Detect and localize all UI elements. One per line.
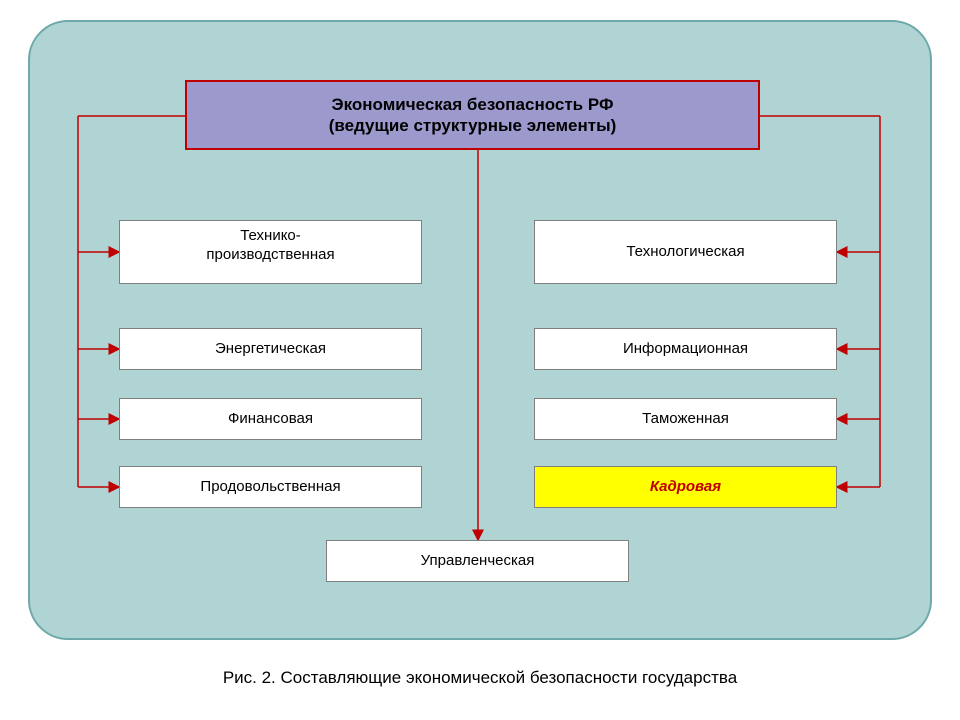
- root-node: Экономическая безопасность РФ (ведущие с…: [185, 80, 760, 150]
- right-node-2: Таможенная: [534, 398, 837, 440]
- right-node-3-label: Кадровая: [650, 478, 721, 497]
- right-node-3: Кадровая: [534, 466, 837, 508]
- left-node-0-label: Технико-: [240, 227, 301, 246]
- left-node-0: Технико-производственная: [119, 220, 422, 284]
- left-node-1-label: Энергетическая: [215, 340, 326, 359]
- figure-caption: Рис. 2. Составляющие экономической безоп…: [0, 668, 960, 688]
- left-node-1: Энергетическая: [119, 328, 422, 370]
- right-node-0: Технологическая: [534, 220, 837, 284]
- left-node-2: Финансовая: [119, 398, 422, 440]
- left-node-3: Продовольственная: [119, 466, 422, 508]
- right-node-0-label: Технологическая: [626, 243, 744, 262]
- root-title-line1: Экономическая безопасность РФ: [332, 94, 614, 115]
- left-node-3-label: Продовольственная: [200, 478, 340, 497]
- root-title-line2: (ведущие структурные элементы): [329, 115, 617, 136]
- left-node-2-label: Финансовая: [228, 410, 313, 429]
- caption-text: Рис. 2. Составляющие экономической безоп…: [223, 668, 737, 687]
- bottom-node-0: Управленческая: [326, 540, 629, 582]
- bottom-node-0-label: Управленческая: [421, 552, 535, 571]
- left-node-0-label2: производственная: [206, 246, 334, 265]
- right-node-1: Информационная: [534, 328, 837, 370]
- right-node-1-label: Информационная: [623, 340, 748, 359]
- right-node-2-label: Таможенная: [642, 410, 729, 429]
